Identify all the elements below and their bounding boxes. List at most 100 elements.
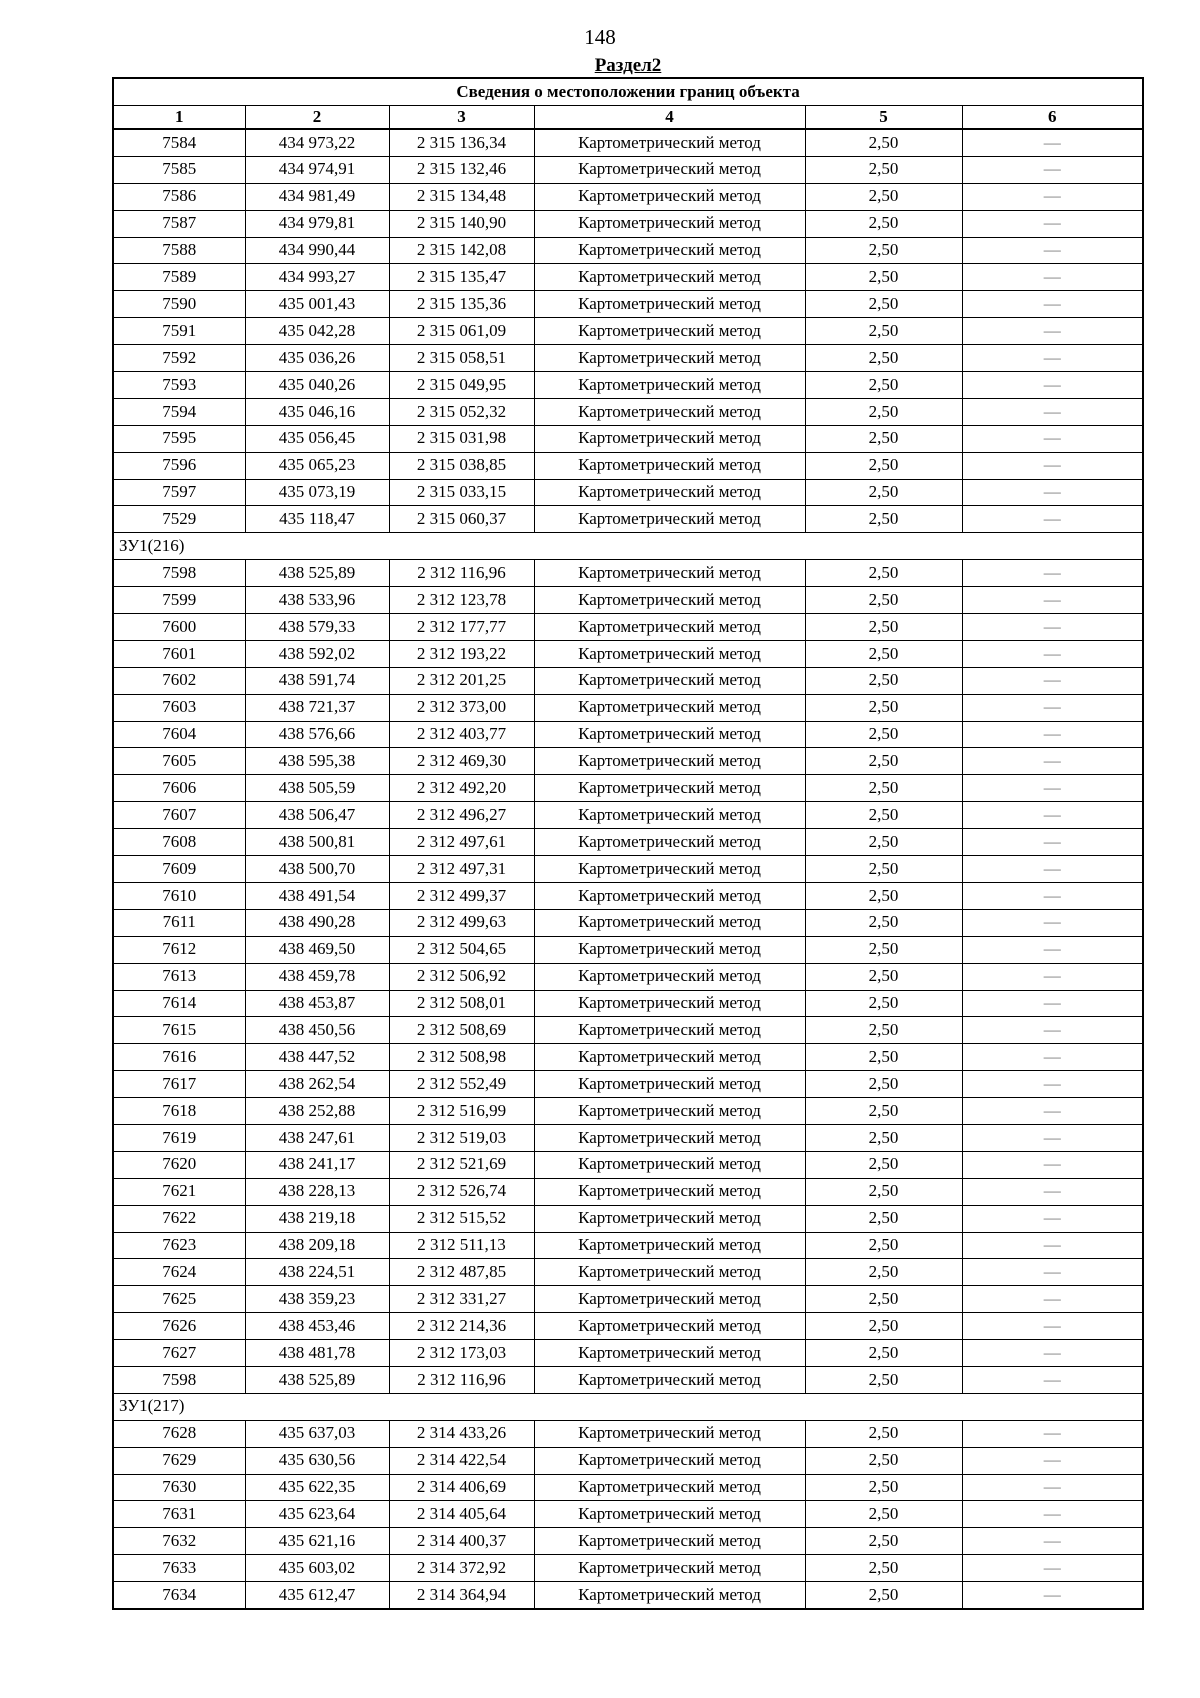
cell-point-number: 7631 (112, 1500, 246, 1529)
cell-y-coordinate: 2 312 492,20 (388, 774, 535, 803)
cell-method: Картометрический метод (533, 828, 806, 857)
cell-point-number: 7601 (112, 639, 246, 668)
cell-method: Картометрический метод (533, 290, 806, 319)
cell-precision: 2,50 (804, 1339, 963, 1367)
cell-method: Картометрический метод (533, 1527, 806, 1556)
cell-precision: 2,50 (804, 747, 963, 776)
cell-precision: 2,50 (804, 1150, 963, 1179)
cell-precision: 2,50 (804, 693, 963, 722)
cell-method: Картометрический метод (533, 559, 806, 588)
cell-method: Картометрический метод (533, 478, 806, 507)
cell-x-coordinate: 438 591,74 (244, 666, 390, 695)
boundaries-table: Сведения о местоположении границ объекта… (112, 77, 1145, 1610)
table-row: 7594 435 046,16 2 315 052,32 Картометрическ… (112, 397, 1144, 426)
table-row: 7587 434 979,81 2 315 140,90 Картометрическ… (112, 209, 1144, 238)
cell-y-coordinate: 2 315 132,46 (388, 155, 535, 184)
cell-x-coordinate: 438 469,50 (244, 935, 390, 964)
cell-y-coordinate: 2 312 496,27 (388, 801, 535, 830)
cell-point-number: 7626 (112, 1312, 246, 1341)
cell-method: Картометрический метод (533, 182, 806, 211)
cell-y-coordinate: 2 312 497,61 (388, 828, 535, 857)
cell-precision: 2,50 (804, 1581, 963, 1610)
cell-point-number: 7594 (112, 397, 246, 426)
cell-note: — (961, 1339, 1144, 1367)
cell-precision: 2,50 (804, 962, 963, 991)
cell-method: Картометрический метод (533, 962, 806, 991)
cell-note: — (961, 182, 1144, 211)
cell-x-coordinate: 435 612,47 (244, 1581, 390, 1610)
table-row: 7631 435 623,64 2 314 405,64 Картометрическ… (112, 1500, 1144, 1529)
cell-x-coordinate: 438 359,23 (244, 1285, 390, 1314)
cell-x-coordinate: 438 447,52 (244, 1043, 390, 1072)
cell-x-coordinate: 438 595,38 (244, 747, 390, 776)
cell-note: — (961, 1123, 1144, 1152)
cell-note: — (961, 1016, 1144, 1045)
cell-y-coordinate: 2 315 136,34 (388, 128, 535, 157)
cell-precision: 2,50 (804, 613, 963, 641)
cell-precision: 2,50 (804, 397, 963, 426)
cell-note: — (961, 263, 1144, 292)
cell-x-coordinate: 438 241,17 (244, 1150, 390, 1179)
cell-precision: 2,50 (804, 935, 963, 964)
cell-point-number: 7614 (112, 989, 246, 1018)
cell-y-coordinate: 2 312 487,85 (388, 1258, 535, 1287)
table-row: 7628 435 637,03 2 314 433,26 Картометрическ… (112, 1419, 1144, 1448)
cell-point-number: 7600 (112, 613, 246, 641)
cell-y-coordinate: 2 315 033,15 (388, 478, 535, 507)
cell-point-number: 7585 (112, 155, 246, 184)
cell-point-number: 7603 (112, 693, 246, 722)
cell-y-coordinate: 2 314 406,69 (388, 1473, 535, 1502)
cell-point-number: 7605 (112, 747, 246, 776)
section-heading: Раздел2 (594, 55, 662, 76)
cell-y-coordinate: 2 312 201,25 (388, 666, 535, 695)
table-row: 7607 438 506,47 2 312 496,27 Картометрическ… (112, 801, 1144, 830)
cell-precision: 2,50 (804, 855, 963, 883)
cell-precision: 2,50 (804, 1097, 963, 1125)
cell-note: — (961, 559, 1144, 588)
cell-note: — (961, 1043, 1144, 1072)
cell-x-coordinate: 435 046,16 (244, 397, 390, 426)
cell-point-number: 7606 (112, 774, 246, 803)
cell-method: Картометрический метод (533, 424, 806, 453)
cell-method: Картометрический метод (533, 801, 806, 830)
cell-method: Картометрический метод (533, 666, 806, 695)
table-row: 7606 438 505,59 2 312 492,20 Картометрическ… (112, 774, 1144, 803)
cell-method: Картометрический метод (533, 1016, 806, 1045)
cell-y-coordinate: 2 315 061,09 (388, 317, 535, 346)
cell-method: Картометрический метод (533, 613, 806, 641)
cell-y-coordinate: 2 312 193,22 (388, 639, 535, 668)
cell-x-coordinate: 435 603,02 (244, 1554, 390, 1583)
cell-x-coordinate: 435 637,03 (244, 1419, 390, 1448)
cell-precision: 2,50 (804, 559, 963, 588)
cell-point-number: 7611 (112, 908, 246, 937)
cell-method: Картометрический метод (533, 1258, 806, 1287)
cell-x-coordinate: 438 219,18 (244, 1204, 390, 1233)
cell-y-coordinate: 2 312 373,00 (388, 693, 535, 722)
cell-note: — (961, 371, 1144, 399)
cell-method: Картометрический метод (533, 1070, 806, 1099)
cell-precision: 2,50 (804, 451, 963, 480)
cell-y-coordinate: 2 312 123,78 (388, 586, 535, 615)
cell-y-coordinate: 2 312 116,96 (388, 1365, 535, 1394)
table-row: 7611 438 490,28 2 312 499,63 Картометрическ… (112, 908, 1144, 937)
cell-note: — (961, 962, 1144, 991)
cell-x-coordinate: 438 453,46 (244, 1312, 390, 1341)
cell-x-coordinate: 438 506,47 (244, 801, 390, 830)
cell-point-number: 7607 (112, 801, 246, 830)
cell-x-coordinate: 435 040,26 (244, 371, 390, 399)
cell-method: Картометрический метод (533, 908, 806, 937)
cell-precision: 2,50 (804, 263, 963, 292)
cell-point-number: 7617 (112, 1070, 246, 1099)
cell-note: — (961, 344, 1144, 373)
cell-x-coordinate: 438 247,61 (244, 1123, 390, 1152)
cell-point-number: 7620 (112, 1150, 246, 1179)
cell-precision: 2,50 (804, 344, 963, 373)
cell-y-coordinate: 2 312 177,77 (388, 613, 535, 641)
cell-precision: 2,50 (804, 666, 963, 695)
table-row: 7634 435 612,47 2 314 364,94 Картометрическ… (112, 1581, 1144, 1610)
cell-y-coordinate: 2 315 031,98 (388, 424, 535, 453)
cell-x-coordinate: 438 500,81 (244, 828, 390, 857)
cell-precision: 2,50 (804, 182, 963, 211)
cell-method: Картометрический метод (533, 989, 806, 1018)
table-row: 7625 438 359,23 2 312 331,27 Картометрическ… (112, 1285, 1144, 1314)
